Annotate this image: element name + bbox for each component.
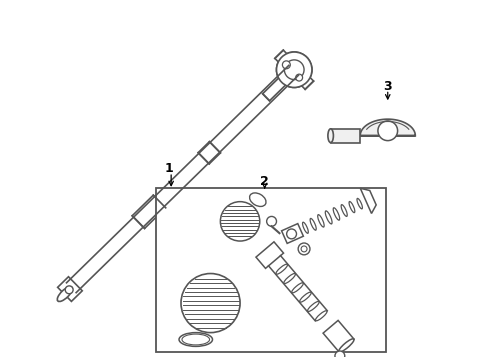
Circle shape <box>295 74 302 81</box>
Ellipse shape <box>332 208 339 220</box>
Ellipse shape <box>307 301 319 311</box>
Circle shape <box>284 60 304 80</box>
Polygon shape <box>262 66 297 101</box>
Circle shape <box>181 274 240 333</box>
Text: 1: 1 <box>164 162 173 175</box>
Ellipse shape <box>317 215 324 227</box>
Ellipse shape <box>341 204 346 216</box>
Ellipse shape <box>356 198 362 209</box>
Circle shape <box>377 121 397 141</box>
Ellipse shape <box>325 211 331 224</box>
Bar <box>156 188 385 352</box>
Ellipse shape <box>249 193 265 206</box>
Ellipse shape <box>291 283 303 293</box>
Ellipse shape <box>283 274 295 284</box>
Circle shape <box>286 229 296 239</box>
Polygon shape <box>132 195 165 229</box>
Circle shape <box>65 286 73 294</box>
Polygon shape <box>255 242 283 269</box>
Circle shape <box>282 61 290 69</box>
Circle shape <box>266 216 276 226</box>
Ellipse shape <box>348 202 354 213</box>
Polygon shape <box>360 188 375 213</box>
Ellipse shape <box>299 292 311 302</box>
Polygon shape <box>360 119 414 136</box>
Ellipse shape <box>309 219 316 230</box>
Ellipse shape <box>294 226 300 237</box>
Polygon shape <box>323 320 353 352</box>
Circle shape <box>298 243 309 255</box>
Polygon shape <box>330 129 360 143</box>
Circle shape <box>301 246 306 252</box>
Ellipse shape <box>302 222 307 233</box>
Polygon shape <box>58 277 82 301</box>
Text: 3: 3 <box>383 80 391 93</box>
Circle shape <box>295 74 302 81</box>
Ellipse shape <box>57 287 72 301</box>
Ellipse shape <box>182 334 209 345</box>
Circle shape <box>282 61 290 69</box>
Ellipse shape <box>315 311 326 321</box>
Ellipse shape <box>179 333 212 346</box>
Circle shape <box>334 351 344 360</box>
Circle shape <box>276 52 311 87</box>
Polygon shape <box>198 141 220 164</box>
Circle shape <box>284 60 304 80</box>
Ellipse shape <box>327 129 333 143</box>
Polygon shape <box>281 224 303 243</box>
Text: 2: 2 <box>260 175 268 189</box>
Ellipse shape <box>275 264 287 274</box>
Circle shape <box>276 52 311 87</box>
Circle shape <box>220 202 259 241</box>
Polygon shape <box>274 50 313 89</box>
Ellipse shape <box>338 339 353 352</box>
